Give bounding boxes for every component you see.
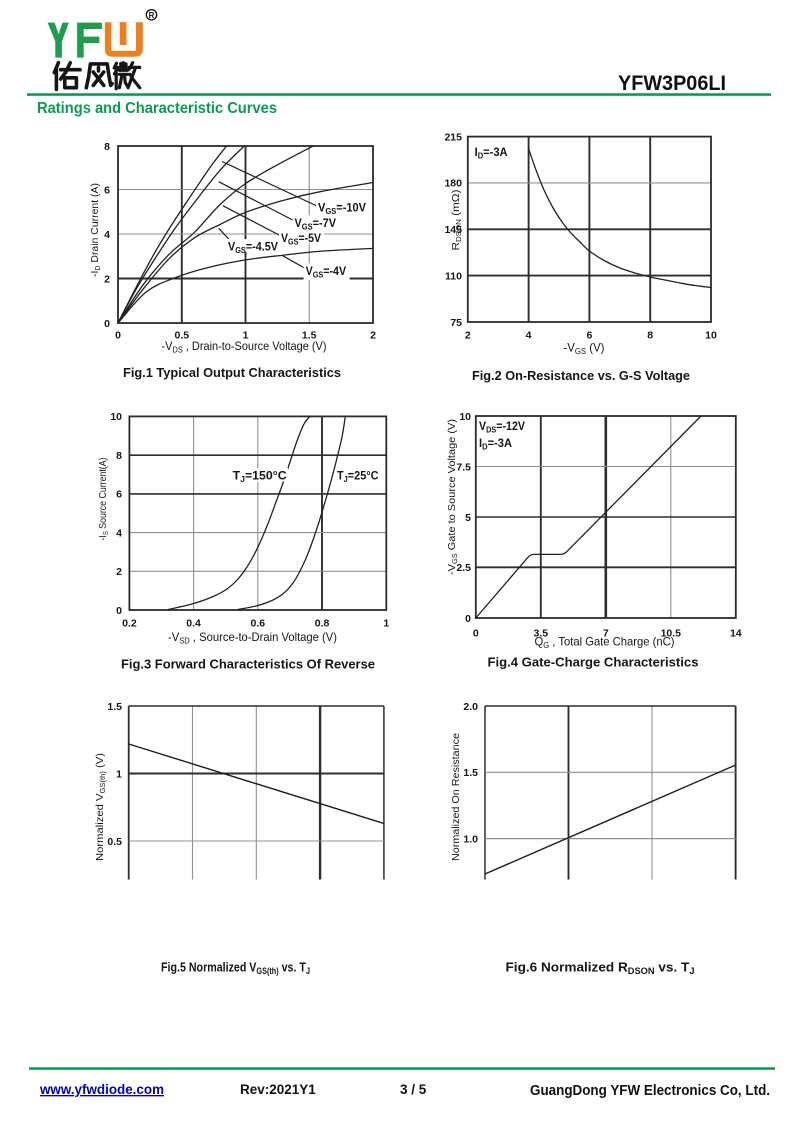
svg-text:6: 6 — [116, 489, 122, 501]
svg-text:215: 215 — [444, 131, 462, 143]
svg-text:4: 4 — [116, 527, 122, 539]
svg-text:2: 2 — [370, 330, 376, 342]
svg-text:1.0: 1.0 — [463, 833, 478, 845]
svg-text:-VSD , Source-to-Drain Voltage: -VSD , Source-to-Drain Voltage (V) — [168, 630, 337, 645]
svg-text:3.5: 3.5 — [533, 628, 548, 640]
svg-text:ID=-3A: ID=-3A — [475, 145, 508, 160]
svg-text:0.6: 0.6 — [250, 618, 265, 630]
svg-text:5: 5 — [465, 512, 471, 524]
svg-text:1: 1 — [243, 330, 249, 342]
svg-text:GuangDong YFW Electronics Co,: GuangDong YFW Electronics Co, Ltd. — [530, 1083, 770, 1099]
svg-text:-ID Drain Current (A): -ID Drain Current (A) — [89, 183, 102, 277]
svg-text:7.5: 7.5 — [456, 461, 471, 473]
svg-text:0: 0 — [115, 330, 121, 342]
svg-text:0: 0 — [104, 318, 110, 330]
svg-text:0: 0 — [465, 613, 471, 625]
svg-text:2: 2 — [116, 566, 122, 578]
svg-text:VGS=-4.5V: VGS=-4.5V — [228, 240, 278, 255]
svg-text:VDS=-12V: VDS=-12V — [479, 419, 525, 434]
svg-text:www.yfwdiode.com: www.yfwdiode.com — [39, 1082, 164, 1097]
svg-text:2.0: 2.0 — [463, 701, 478, 713]
svg-text:0.2: 0.2 — [122, 618, 137, 630]
svg-text:0.5: 0.5 — [107, 836, 122, 848]
svg-text:-IS Source Current(A): -IS Source Current(A) — [97, 458, 110, 541]
svg-text:1.5: 1.5 — [107, 701, 122, 713]
svg-text:7: 7 — [603, 628, 609, 640]
svg-text:110: 110 — [445, 270, 462, 282]
svg-text:Fig.1 Typical Output Character: Fig.1 Typical Output Characteristics — [123, 365, 341, 380]
svg-text:2: 2 — [104, 273, 110, 285]
svg-text:2: 2 — [465, 330, 471, 342]
svg-text:Fig.6 Normalized RDSON vs. TJ: Fig.6 Normalized R DSON vs. TJ — [506, 960, 695, 977]
svg-text:6: 6 — [586, 330, 592, 342]
svg-text:0: 0 — [116, 605, 122, 617]
svg-text:Rev:2021Y1: Rev:2021Y1 — [240, 1082, 316, 1097]
svg-text:75: 75 — [450, 317, 462, 329]
svg-text:10: 10 — [459, 411, 471, 423]
svg-text:1: 1 — [383, 618, 389, 630]
svg-text:145: 145 — [444, 224, 462, 236]
svg-text:VGS=-10V: VGS=-10V — [318, 201, 366, 216]
svg-text:6: 6 — [104, 184, 110, 196]
svg-text:1.5: 1.5 — [463, 767, 478, 779]
svg-text:8: 8 — [116, 450, 122, 462]
svg-text:0.5: 0.5 — [174, 330, 189, 342]
svg-text:-VGS Gate to Source Voltage (V: -VGS Gate to Source Voltage (V) — [446, 419, 459, 575]
svg-text:Normalized On Resistance: Normalized On Resistance — [450, 733, 462, 861]
svg-text:1: 1 — [116, 768, 122, 780]
svg-text:180: 180 — [444, 178, 462, 190]
svg-text:VGS=-4V: VGS=-4V — [306, 264, 347, 279]
svg-text:14: 14 — [730, 628, 742, 640]
svg-text:4: 4 — [104, 229, 110, 241]
svg-text:Normalized VGS(th) (V): Normalized VGS(th) (V) — [94, 753, 107, 861]
svg-text:0.4: 0.4 — [186, 618, 201, 630]
svg-text:QG , Total Gate Charge (nC): QG , Total Gate Charge (nC) — [535, 635, 675, 650]
svg-text:Fig.2 On-Resistance vs. G-S Vo: Fig.2 On-Resistance vs. G-S Voltage — [472, 368, 690, 383]
svg-text:3 / 5: 3 / 5 — [400, 1082, 427, 1097]
svg-text:-VGS (V): -VGS (V) — [564, 341, 605, 356]
svg-text:2.5: 2.5 — [456, 562, 471, 574]
svg-text:VGS=-5V: VGS=-5V — [281, 231, 321, 246]
svg-text:Fig.4 Gate-Charge Characterist: Fig.4 Gate-Charge Characteristics — [488, 655, 699, 670]
svg-text:Ratings and Characteristic Cur: Ratings and Characteristic Curves — [37, 100, 277, 117]
svg-text:VGS=-7V: VGS=-7V — [295, 216, 337, 231]
svg-text:8: 8 — [647, 330, 653, 342]
svg-text:TJ=25°C: TJ=25°C — [337, 469, 379, 484]
svg-text:10: 10 — [110, 411, 122, 423]
svg-text:YFW3P06LI: YFW3P06LI — [618, 72, 726, 95]
svg-text:TJ=150°C: TJ=150°C — [233, 469, 287, 484]
svg-text:10: 10 — [705, 330, 717, 342]
svg-text:R: R — [149, 11, 155, 20]
svg-text:0.8: 0.8 — [315, 618, 330, 630]
svg-text:10.5: 10.5 — [661, 628, 682, 640]
svg-text:Fig.5 Normalized VGS(th) vs. T: Fig.5 Normalized VGS(th) vs. TJ — [161, 960, 310, 977]
svg-text:RDSON (mΩ): RDSON (mΩ) — [450, 190, 463, 251]
svg-text:ID=-3A: ID=-3A — [479, 436, 512, 451]
svg-text:8: 8 — [104, 141, 110, 153]
svg-text:1.5: 1.5 — [302, 330, 317, 342]
svg-text:Fig.3 Forward Characteristics: Fig.3 Forward Characteristics Of Reverse — [121, 657, 375, 672]
svg-text:-VDS , Drain-to-Source Voltage: -VDS , Drain-to-Source Voltage (V) — [162, 339, 327, 354]
svg-text:4: 4 — [526, 330, 532, 342]
svg-text:0: 0 — [473, 628, 479, 640]
